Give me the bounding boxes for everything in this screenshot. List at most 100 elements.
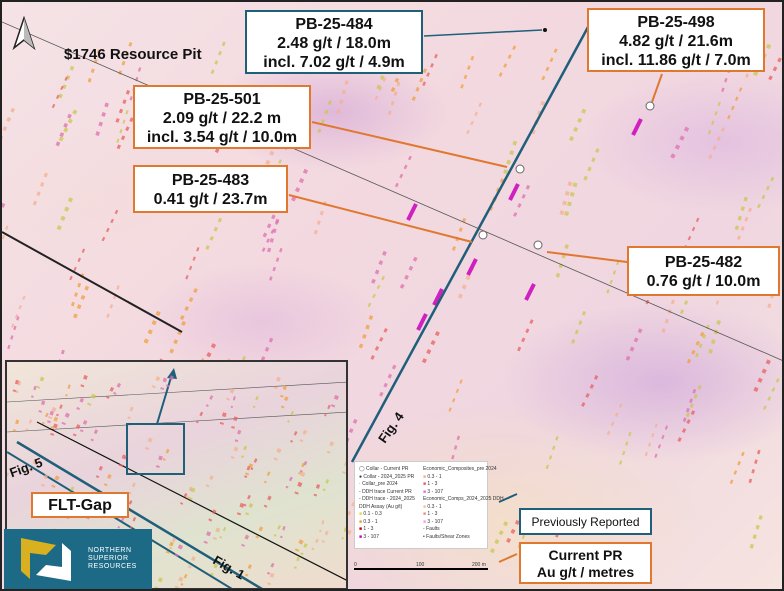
drill-trace [188, 487, 196, 501]
drill-trace [49, 76, 68, 114]
drill-trace [12, 379, 20, 393]
drill-trace [208, 509, 217, 522]
drill-trace [95, 465, 103, 479]
drill-trace [263, 471, 271, 484]
drill-trace [195, 411, 204, 424]
drill-trace [51, 475, 60, 488]
drill-trace [30, 172, 48, 212]
drill-trace [30, 385, 37, 398]
drill-trace [273, 376, 281, 390]
drill-trace [41, 412, 49, 425]
drill-trace [202, 217, 223, 256]
collar-marker[interactable] [478, 230, 488, 240]
drill-trace [495, 45, 517, 83]
drill-trace [113, 89, 131, 129]
drill-trace [65, 384, 71, 397]
drill-trace [341, 461, 346, 475]
legend-collars: ◯ Collar - Current PR ● Collar - 2024_20… [359, 466, 421, 541]
callout-pb-25-498: PB-25-498 4.82 g/t / 21.6m incl. 11.86 g… [587, 8, 765, 72]
scale-label: 0 [354, 562, 357, 568]
drill-trace [234, 429, 242, 443]
drill-trace [311, 201, 327, 241]
drill-trace [260, 205, 280, 243]
drill-trace [205, 395, 214, 408]
drill-trace [177, 288, 198, 326]
high-grade-interval [524, 283, 536, 301]
drill-trace [241, 534, 250, 547]
key-current-pr: Current PR Au g/t / metres [519, 542, 652, 584]
drill-trace [85, 49, 101, 89]
drill-trace [724, 87, 743, 125]
collar-marker[interactable] [515, 164, 525, 174]
drill-trace [288, 168, 309, 208]
collar-marker[interactable] [533, 240, 543, 250]
drill-trace [90, 429, 99, 442]
drill-trace [219, 526, 227, 539]
drill-trace [72, 424, 81, 437]
drill-trace [449, 217, 467, 257]
drill-trace [2, 107, 16, 140]
scale-label: 200 m [472, 562, 486, 568]
drill-trace [169, 537, 177, 550]
drill-trace [174, 576, 184, 588]
drill-trace [69, 273, 85, 313]
collar-marker[interactable] [543, 28, 547, 32]
drill-trace [160, 377, 168, 391]
zoom-extent-box[interactable] [126, 423, 185, 475]
intercept: 2.09 g/t / 22.2 m [162, 110, 282, 128]
callout-pb-25-482: PB-25-482 0.76 g/t / 10.0m [627, 246, 780, 296]
fault-line [7, 411, 346, 433]
drill-trace [104, 285, 120, 324]
drill-trace [388, 59, 407, 98]
drill-trace [376, 364, 397, 403]
drill-trace [87, 393, 96, 407]
legend-item: ◯ Collar - Current PR [359, 466, 409, 472]
extent-arrow [156, 373, 173, 425]
collar-marker[interactable] [645, 101, 655, 111]
drill-trace [287, 410, 295, 423]
drill-trace [174, 544, 184, 557]
drill-trace [230, 446, 239, 460]
drill-trace [162, 448, 170, 461]
drill-trace [212, 527, 221, 541]
drill-trace [714, 271, 728, 311]
drill-trace [746, 449, 761, 489]
hole-id: PB-25-484 [295, 16, 373, 33]
legend-item: ■ 3 - 107 [359, 533, 379, 540]
leader-line [311, 121, 508, 168]
drill-trace [419, 331, 440, 369]
legend-composites: Economic_Composites_pre 2024 ■ 0.3 - 1 ■… [423, 466, 504, 541]
drill-trace [446, 379, 463, 418]
drill-trace [273, 448, 282, 461]
legend-econ-pre-title: Economic_Composites_pre 2024 [423, 466, 497, 472]
drill-trace [674, 410, 696, 448]
drill-trace [364, 275, 385, 313]
drill-trace [750, 43, 772, 82]
drill-trace [683, 384, 702, 423]
drill-trace [225, 388, 235, 401]
drill-trace [367, 327, 388, 366]
drill-trace [765, 51, 782, 86]
drill-trace [41, 474, 49, 487]
drill-trace [732, 196, 748, 236]
fault-line [2, 231, 183, 333]
legend-item: - Faults [423, 526, 440, 532]
intercept: 0.41 g/t / 23.7m [153, 191, 268, 209]
drill-trace [667, 126, 690, 164]
arrow-head-icon [167, 368, 177, 379]
drill-trace [118, 454, 127, 467]
drill-trace [129, 517, 137, 529]
drill-trace [553, 244, 569, 284]
drill-trace [747, 515, 763, 555]
leader-line [546, 251, 628, 263]
fault-line [36, 421, 346, 581]
drill-trace [241, 445, 247, 458]
drill-trace [311, 538, 319, 551]
drill-trace [113, 382, 122, 395]
drill-trace [76, 397, 85, 411]
pit-label: $1746 Resource Pit [64, 46, 202, 63]
drill-trace [114, 109, 129, 149]
intercept-incl: incl. 3.54 g/t / 10.0m [146, 129, 298, 147]
fig4-section-line [350, 15, 596, 463]
